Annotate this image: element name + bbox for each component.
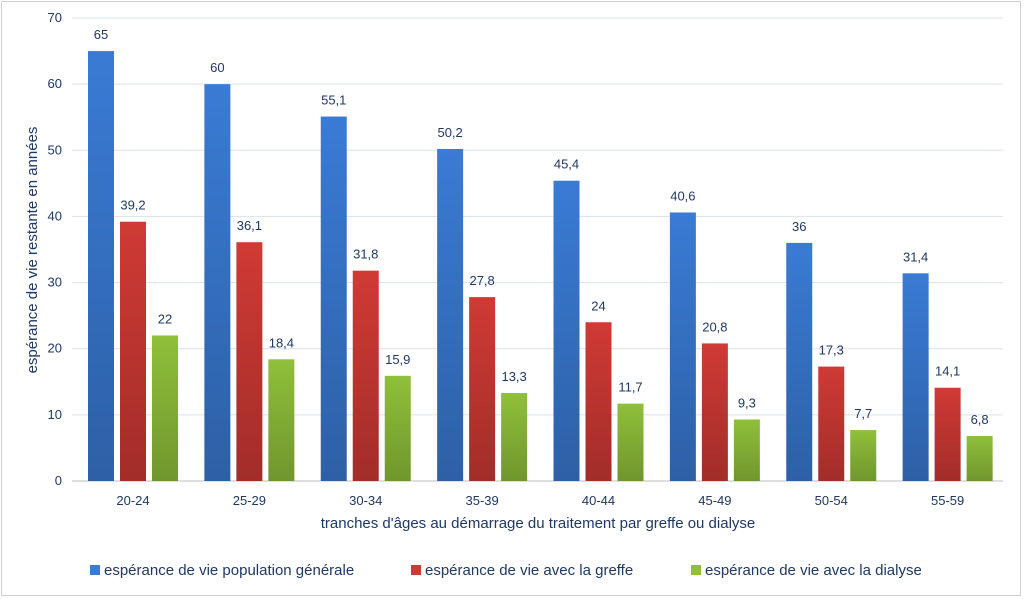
x-tick-label: 25-29	[233, 493, 266, 508]
legend-swatch	[691, 565, 701, 575]
y-axis-title: espérance de vie restante en années	[24, 127, 41, 374]
bar	[934, 387, 961, 481]
legend-label: espérance de vie avec la greffe	[425, 562, 633, 579]
data-label: 36	[792, 219, 806, 234]
data-labels: 65 39,2 22 60 36,1 18,4 55,1 31,8 15,9 50,2 27,8 13…	[94, 27, 989, 427]
y-tick-label: 10	[48, 407, 62, 422]
legend-label: espérance de vie population générale	[104, 562, 354, 579]
x-tick-label: 20-24	[116, 493, 149, 508]
x-tick-label: 45-49	[698, 493, 731, 508]
data-label: 40,6	[670, 188, 695, 203]
y-tick-label: 70	[48, 10, 62, 25]
data-label: 55,1	[321, 93, 346, 108]
data-label: 45,4	[554, 157, 579, 172]
data-label: 13,3	[501, 369, 526, 384]
y-tick-label: 20	[48, 341, 62, 356]
x-tick-label: 30-34	[349, 493, 382, 508]
data-label: 60	[210, 60, 224, 75]
bar	[818, 366, 845, 481]
bar	[120, 221, 146, 481]
y-tick-label: 50	[48, 142, 62, 157]
bar	[553, 180, 580, 481]
bar	[786, 242, 813, 481]
bar	[469, 297, 496, 481]
x-axis-ticks: 20-24 25-29 30-34 35-39 40-44 45-49 50-54 55-59	[116, 493, 964, 508]
data-label: 31,8	[353, 247, 378, 262]
data-label: 50,2	[437, 125, 462, 140]
bar	[437, 148, 464, 481]
data-label: 24	[591, 298, 605, 313]
data-label: 39,2	[120, 198, 145, 213]
data-label: 18,4	[269, 335, 294, 350]
x-tick-label: 50-54	[815, 493, 848, 508]
x-tick-label: 35-39	[466, 493, 499, 508]
bar	[850, 430, 877, 481]
bar	[352, 270, 379, 481]
x-tick-label: 55-59	[931, 493, 964, 508]
bar	[268, 359, 295, 481]
y-axis-ticks: 0 10 20 30 40 50 60 70	[48, 10, 62, 488]
bar	[236, 242, 263, 481]
y-tick-label: 0	[55, 473, 62, 488]
y-tick-label: 30	[48, 275, 62, 290]
x-tick-label: 40-44	[582, 493, 615, 508]
data-label: 36,1	[237, 218, 262, 233]
bar	[669, 212, 696, 481]
bar	[204, 84, 231, 482]
data-label: 65	[94, 27, 108, 42]
bar	[617, 403, 644, 481]
x-axis-title: tranches d'âges au démarrage du traiteme…	[321, 515, 756, 532]
data-label: 20,8	[702, 319, 727, 334]
bar	[585, 322, 612, 481]
data-label: 22	[158, 311, 172, 326]
bar	[966, 436, 993, 481]
bar	[701, 343, 728, 481]
legend: espérance de vie population générale espé…	[90, 562, 922, 579]
data-label: 14,1	[935, 364, 960, 379]
legend-swatch	[90, 565, 100, 575]
data-label: 15,9	[385, 352, 410, 367]
bar	[501, 393, 528, 481]
data-label: 11,7	[618, 380, 642, 395]
bar	[152, 335, 178, 481]
bar	[733, 419, 760, 481]
bar	[320, 116, 347, 481]
y-tick-label: 40	[48, 208, 62, 223]
data-label: 27,8	[469, 273, 494, 288]
legend-label: espérance de vie avec la dialyse	[705, 562, 922, 579]
data-label: 6,8	[971, 412, 989, 427]
legend-swatch	[411, 565, 421, 575]
data-label: 7,7	[854, 406, 872, 421]
data-label: 17,3	[819, 343, 844, 358]
bar	[88, 51, 114, 481]
bar	[902, 273, 929, 481]
bar	[384, 375, 411, 481]
data-label: 9,3	[738, 395, 756, 410]
bars	[88, 51, 993, 482]
data-label: 31,4	[903, 249, 928, 264]
y-tick-label: 60	[48, 76, 62, 91]
